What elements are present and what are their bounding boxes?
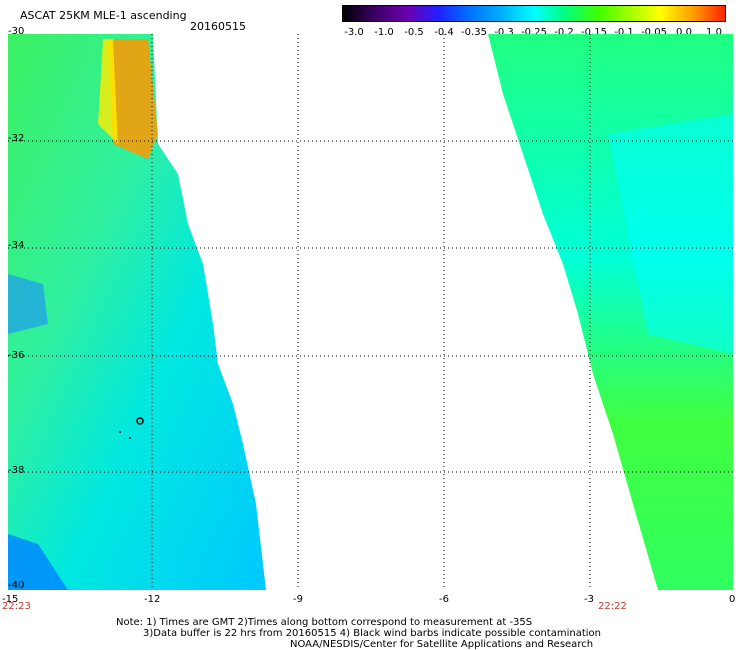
lon-label: -12: [144, 594, 161, 605]
lon-label: -15: [2, 594, 19, 605]
left-swath-warm-patch: [108, 39, 158, 159]
chart-title: ASCAT 25KM MLE-1 ascending: [20, 9, 187, 22]
swath-time-right: 22:22: [598, 601, 627, 612]
left-swath-blue-patch-2: [8, 274, 48, 334]
note-line-1: Note: 1) Times are GMT 2)Times along bot…: [116, 617, 533, 628]
lat-label: -38: [8, 465, 25, 476]
lat-label: -34: [8, 240, 25, 251]
chart-date: 20160515: [190, 20, 246, 33]
colorbar-tick-label: -0.15: [581, 27, 607, 38]
lat-label: -30: [8, 26, 25, 37]
colorbar-tick-label: -0.05: [641, 27, 667, 38]
lon-label: -6: [439, 594, 449, 605]
left-swath-blue-patch: [8, 534, 68, 590]
left-swath-yellow-patch: [98, 39, 118, 144]
lon-label: -9: [293, 594, 303, 605]
contamination-marker: [136, 417, 144, 425]
colorbar-tick-label: -0.2: [554, 27, 574, 38]
lon-label: 0: [729, 594, 736, 605]
colorbar: [342, 5, 726, 22]
colorbar-tick-label: -0.1: [614, 27, 634, 38]
colorbar-tick-label: 1.0: [706, 27, 722, 38]
colorbar-tick-label: -0.3: [494, 27, 514, 38]
swath-time-left: 22:23: [2, 601, 31, 612]
footnotes: Note: 1) Times are GMT 2)Times along bot…: [110, 617, 601, 650]
wind-barb-dot: [129, 437, 131, 439]
lon-label: -3: [584, 594, 594, 605]
colorbar-tick-label: -0.5: [404, 27, 424, 38]
lat-label: -32: [8, 133, 25, 144]
wind-barb-dot: [119, 431, 121, 433]
right-swath-cyan-patch: [608, 114, 733, 354]
colorbar-tick-label: -3.0: [344, 27, 364, 38]
note-line-3: NOAA/NESDIS/Center for Satellite Applica…: [290, 639, 594, 650]
colorbar-tick-label: -0.25: [521, 27, 547, 38]
colorbar-tick-label: 0.0: [676, 27, 692, 38]
colorbar-tick-label: -1.0: [374, 27, 394, 38]
colorbar-tick-label: -0.35: [461, 27, 487, 38]
colorbar-tick-label: -0.4: [434, 27, 454, 38]
map-plot: [8, 34, 733, 590]
note-line-2: 3)Data buffer is 22 hrs from 20160515 4)…: [143, 628, 601, 639]
left-swath: [8, 34, 266, 590]
lat-label: -40: [8, 580, 25, 591]
grid-lines: [8, 34, 733, 590]
lat-label: -36: [8, 350, 25, 361]
